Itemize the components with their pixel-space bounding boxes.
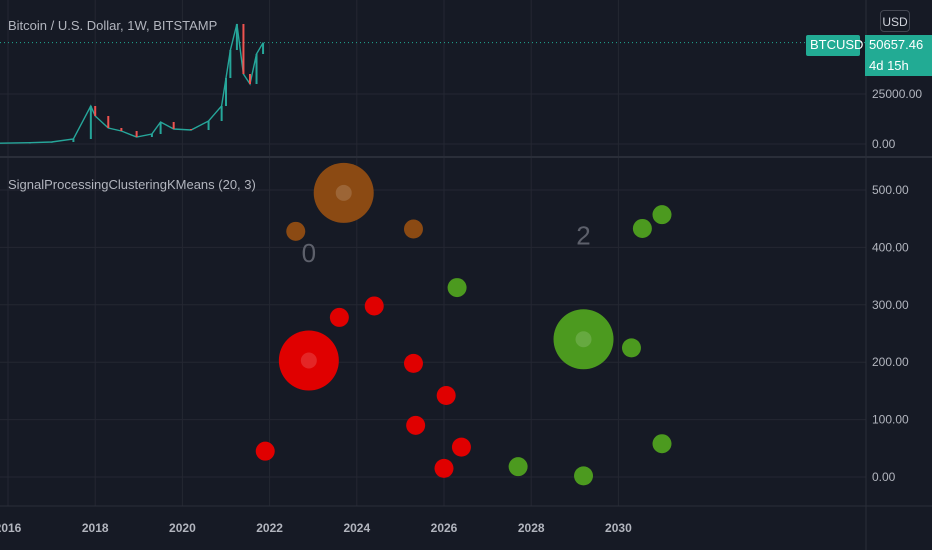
cluster-point [403,353,423,373]
cluster-point [632,218,652,238]
cluster-point [621,338,641,358]
time-tick-label: 2030 [605,521,632,535]
cluster-pane: 02 [255,162,672,486]
price-pane [0,23,866,144]
cluster-point [447,278,467,298]
centroid-highlight [300,352,317,369]
indicator-tick-label: 400.00 [872,240,909,254]
cluster-number-label: 0 [302,238,316,268]
centroid-highlight [335,184,352,201]
indicator-tick-label: 100.00 [872,413,909,427]
cluster-point [574,466,594,486]
cluster-number-label: 2 [576,221,590,251]
cluster-point [329,307,349,327]
indicator-title[interactable]: SignalProcessingClusteringKMeans (20, 3) [8,177,256,192]
time-tick-label: 2020 [169,521,196,535]
price-tick-label: 0.00 [872,137,896,151]
cluster-point [508,457,528,477]
centroid-core [299,351,318,370]
chart-title: Bitcoin / U.S. Dollar, 1W, BITSTAMP [8,18,218,33]
cluster-point [434,458,454,478]
time-tick-label: 2022 [256,521,283,535]
symbol-badge: BTCUSD [806,35,863,56]
centroid-core [334,183,353,202]
cluster-point [286,221,306,241]
cluster-point [364,296,384,316]
time-tick-label: 2016 [0,521,22,535]
price-badge: 50657.46 [865,35,932,56]
indicator-tick-label: 200.00 [872,355,909,369]
cluster-point [255,441,275,461]
cluster-point [403,219,423,239]
time-tick-label: 2028 [518,521,545,535]
cluster-point [406,415,426,435]
price-tick-label: 25000.00 [872,87,922,101]
indicator-tick-label: 0.00 [872,470,896,484]
time-tick-label: 2024 [343,521,370,535]
cluster-point [436,385,456,405]
time-tick-label: 2018 [82,521,109,535]
currency-button[interactable]: USD [880,10,910,32]
indicator-tick-label: 300.00 [872,298,909,312]
time-tick-label: 2026 [431,521,458,535]
countdown-badge: 4d 15h [865,56,932,76]
centroid-highlight [575,331,592,348]
indicator-tick-label: 500.00 [872,183,909,197]
grid-lines [0,0,866,506]
cluster-point [652,434,672,454]
cluster-point [652,205,672,225]
centroid-core [574,330,593,349]
cluster-point [451,437,471,457]
